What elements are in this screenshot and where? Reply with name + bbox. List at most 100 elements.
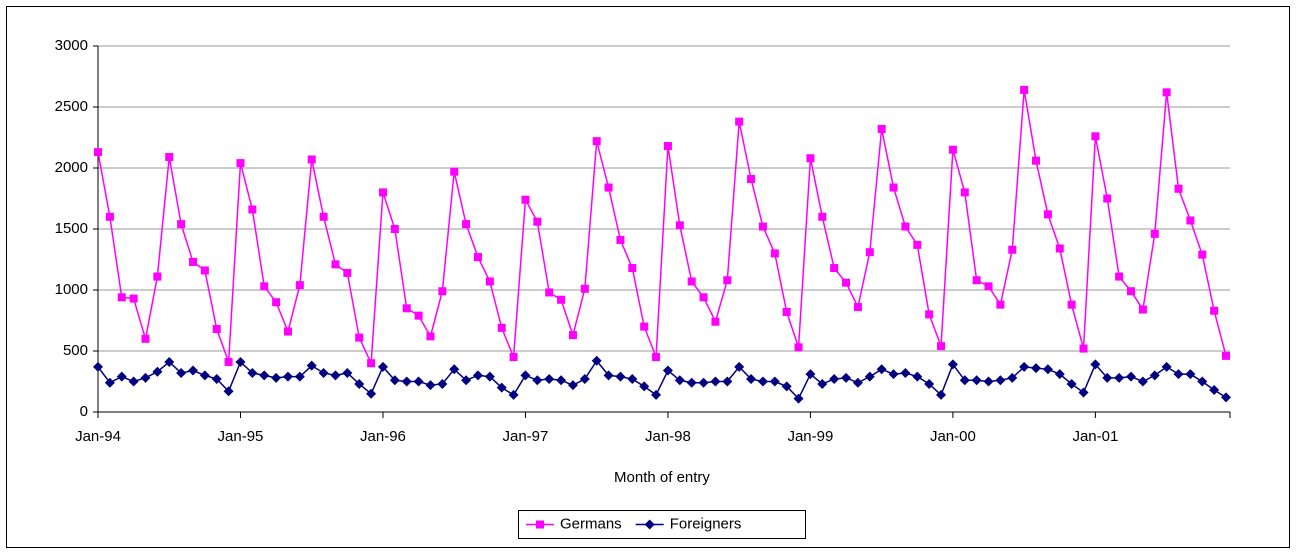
y-tick-label: 500 <box>63 342 88 359</box>
marker <box>377 361 388 372</box>
marker <box>496 382 507 393</box>
marker <box>651 389 662 400</box>
marker <box>1067 300 1076 309</box>
marker <box>924 378 935 389</box>
marker <box>781 381 792 392</box>
marker <box>984 282 993 291</box>
marker <box>686 377 697 388</box>
marker <box>282 371 293 382</box>
marker <box>782 307 791 316</box>
marker <box>1161 361 1172 372</box>
marker <box>1054 369 1065 380</box>
marker <box>437 378 448 389</box>
marker <box>212 325 221 334</box>
marker <box>402 304 411 313</box>
marker <box>616 235 625 244</box>
marker <box>830 264 839 273</box>
marker <box>1114 372 1125 383</box>
marker <box>937 342 946 351</box>
marker <box>116 371 127 382</box>
y-tick-label: 0 <box>80 403 88 420</box>
marker <box>556 375 567 386</box>
marker <box>747 174 756 183</box>
marker <box>294 371 305 382</box>
marker <box>211 374 222 385</box>
marker <box>1066 378 1077 389</box>
marker <box>449 364 460 375</box>
marker <box>331 260 340 269</box>
marker <box>580 284 589 293</box>
marker <box>188 257 197 266</box>
marker <box>1032 156 1041 165</box>
marker <box>864 371 875 382</box>
x-tick-label: Jan-96 <box>360 428 406 445</box>
marker <box>698 377 709 388</box>
marker <box>829 374 840 385</box>
marker <box>1209 385 1220 396</box>
marker <box>877 124 886 133</box>
marker <box>972 276 981 285</box>
marker <box>644 519 655 530</box>
marker <box>235 356 246 367</box>
marker <box>983 376 994 387</box>
marker <box>948 145 957 154</box>
marker <box>187 365 198 376</box>
marker <box>675 221 684 230</box>
marker <box>652 353 661 362</box>
marker <box>1210 306 1219 315</box>
marker <box>152 366 163 377</box>
marker <box>93 361 103 372</box>
marker <box>425 380 436 391</box>
marker <box>723 276 732 285</box>
marker <box>639 381 650 392</box>
marker <box>295 281 304 290</box>
marker <box>615 371 626 382</box>
marker <box>557 295 566 304</box>
marker <box>117 293 126 302</box>
marker <box>355 333 364 342</box>
marker <box>1174 184 1183 193</box>
x-tick-label: Jan-98 <box>645 428 691 445</box>
marker <box>1198 250 1207 259</box>
marker <box>94 148 102 157</box>
marker <box>1138 305 1147 314</box>
marker <box>283 327 292 336</box>
marker <box>129 294 138 303</box>
marker <box>389 375 400 386</box>
marker <box>343 268 352 277</box>
marker <box>1103 194 1112 203</box>
marker <box>1126 371 1137 382</box>
x-tick-label: Jan-00 <box>930 428 976 445</box>
marker <box>306 360 317 371</box>
marker <box>532 375 543 386</box>
marker <box>165 153 174 162</box>
marker <box>912 371 923 382</box>
marker <box>592 137 601 146</box>
marker <box>842 278 851 287</box>
marker <box>1137 376 1148 387</box>
marker <box>1115 272 1124 281</box>
marker <box>662 365 673 376</box>
marker <box>140 372 151 383</box>
marker <box>544 374 555 385</box>
marker <box>354 378 365 389</box>
marker <box>1197 376 1208 387</box>
y-tick-label: 1500 <box>55 220 88 237</box>
marker <box>640 322 649 331</box>
marker <box>971 375 982 386</box>
marker <box>473 253 482 262</box>
marker <box>1222 351 1230 360</box>
marker <box>533 217 542 226</box>
marker <box>450 167 459 176</box>
marker <box>960 188 969 197</box>
marker <box>259 370 270 381</box>
marker <box>1031 363 1042 374</box>
marker <box>793 393 804 404</box>
marker <box>177 220 186 229</box>
marker <box>1019 361 1030 372</box>
marker <box>925 310 934 319</box>
marker <box>591 355 602 366</box>
chart-border <box>6 6 1290 548</box>
marker <box>509 353 518 362</box>
